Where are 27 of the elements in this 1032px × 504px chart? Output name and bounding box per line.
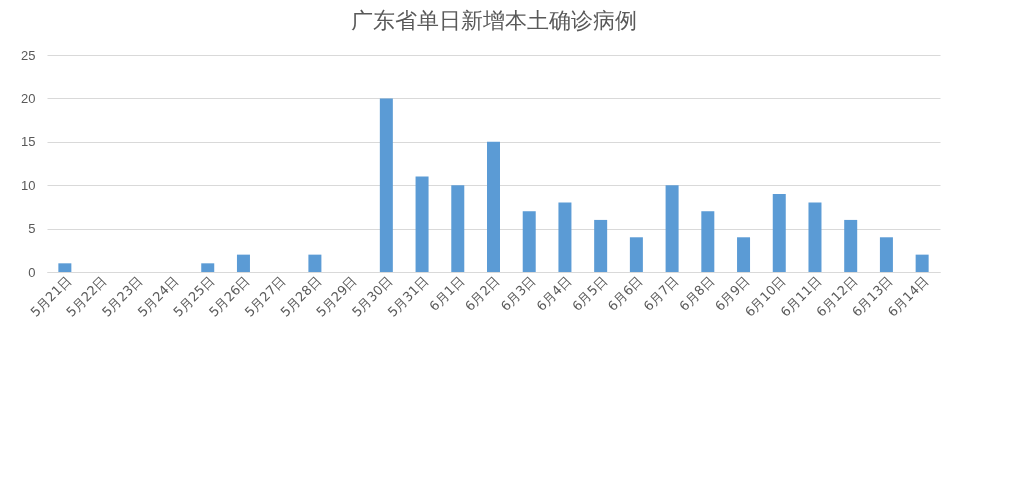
bar xyxy=(665,185,679,272)
bar xyxy=(594,219,608,272)
y-tick-label: 20 xyxy=(21,90,36,106)
bar xyxy=(522,211,536,272)
bar xyxy=(451,185,465,272)
bar xyxy=(737,237,751,272)
bar xyxy=(915,254,929,272)
bar xyxy=(236,254,250,272)
bar xyxy=(772,193,786,272)
bar xyxy=(487,141,500,272)
bar xyxy=(879,237,893,272)
chart-title: 广东省单日新增本土确诊病例 xyxy=(350,8,637,33)
bar xyxy=(379,98,393,272)
bar xyxy=(58,263,72,272)
y-tick-label: 10 xyxy=(21,177,36,193)
bar xyxy=(558,202,572,272)
y-tick-label: 5 xyxy=(28,221,36,237)
bar xyxy=(844,219,858,272)
y-tick-label: 0 xyxy=(28,264,36,280)
y-tick-label: 15 xyxy=(21,134,36,150)
bar xyxy=(701,211,715,272)
bar xyxy=(201,263,215,272)
y-tick-label: 25 xyxy=(21,47,36,63)
bar xyxy=(308,254,322,272)
bar xyxy=(629,237,643,272)
bar xyxy=(415,176,429,272)
bar xyxy=(808,202,822,272)
